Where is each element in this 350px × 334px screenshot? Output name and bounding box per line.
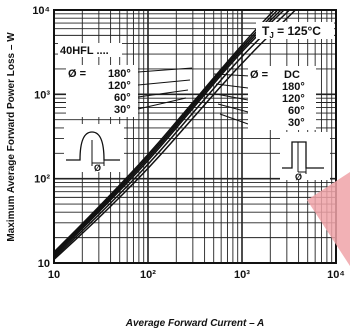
left-angle-120: 120°	[108, 80, 131, 92]
left-waveform-inset: Ø	[64, 124, 124, 173]
left-angle-30: 30°	[114, 104, 131, 116]
phi-right-label: Ø =	[250, 69, 268, 81]
x-axis-label: Average Forward Current – A	[125, 318, 265, 329]
phi-left-bg	[66, 65, 138, 117]
series-line-2	[53, 9, 282, 256]
x-tick-label: 10²	[140, 269, 156, 281]
left-angle-60: 60°	[114, 92, 131, 104]
right-angle-30: 30°	[288, 117, 305, 129]
y-tick-label: 10	[38, 258, 50, 270]
left-callout-leaders	[137, 67, 193, 110]
y-tick-label: 10²	[34, 174, 50, 186]
left-angle-180: 180°	[108, 68, 131, 80]
right-angle-60: 60°	[288, 105, 305, 117]
series-line-1	[53, 9, 279, 254]
tick-labels: 10 10² 10³ 10⁴ 10 10² 10³ 10⁴	[32, 5, 345, 281]
right-angle-120: 120°	[282, 93, 305, 105]
right-callout-leaders	[213, 73, 251, 125]
series-group	[53, 9, 296, 261]
x-tick-label: 10	[48, 269, 60, 281]
phi-left-label: Ø =	[68, 68, 86, 80]
y-tick-label: 10⁴	[32, 5, 50, 17]
series-line-3	[53, 9, 285, 257]
tj-label-bg	[256, 22, 334, 39]
right-wave-phi: Ø	[295, 172, 302, 182]
right-waveform-inset: Ø	[280, 132, 330, 182]
y-tick-label: 10³	[34, 89, 50, 101]
y-axis-label: Maximum Average Forward Power Loss – W	[6, 32, 17, 242]
right-angle-dc: DC	[284, 69, 300, 81]
tj-label: TJ = 125°C	[262, 24, 321, 40]
x-tick-label: 10⁴	[327, 269, 345, 281]
plot-frame	[53, 9, 337, 264]
series-line-0	[53, 9, 275, 253]
series-line-4	[53, 9, 291, 259]
series-line-5	[53, 9, 296, 261]
right-angle-180: 180°	[282, 81, 305, 93]
pink-corner-graphic	[307, 172, 350, 266]
part-label: 40HFL ....	[60, 45, 109, 57]
phi-right-bg	[248, 66, 316, 130]
x-tick-label: 10³	[234, 269, 250, 281]
left-wave-phi: Ø	[94, 163, 101, 173]
part-label-bg	[58, 43, 122, 57]
annotations: TJ = 125°C 40HFL .... Ø = 180° 120° 60° …	[58, 22, 334, 130]
